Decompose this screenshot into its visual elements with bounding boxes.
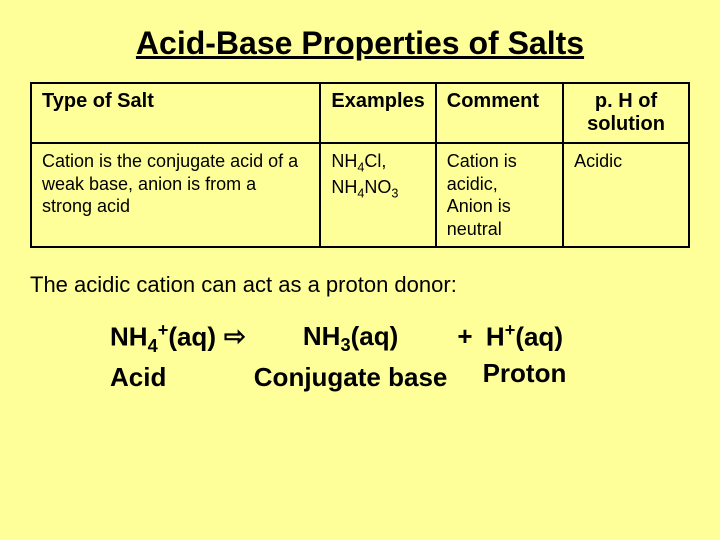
eq-conjugate-base: NH3(aq) Conjugate base bbox=[254, 318, 448, 396]
header-ph: p. H of solution bbox=[563, 83, 689, 143]
equation: NH4+(aq) Acid ⇨ NH3(aq) Conjugate base +… bbox=[110, 318, 690, 396]
slide-title: Acid-Base Properties of Salts bbox=[30, 25, 690, 62]
table-row: Cation is the conjugate acid of a weak b… bbox=[31, 143, 689, 247]
cell-examples: NH4Cl, NH4NO3 bbox=[320, 143, 435, 247]
plus-sign: + bbox=[447, 318, 482, 396]
eq-acid: NH4+(aq) Acid bbox=[110, 318, 216, 396]
salt-table: Type of Salt Examples Comment p. H of so… bbox=[30, 82, 690, 248]
cell-comment: Cation is acidic, Anion is neutral bbox=[436, 143, 563, 247]
cell-type: Cation is the conjugate acid of a weak b… bbox=[31, 143, 320, 247]
table-header-row: Type of Salt Examples Comment p. H of so… bbox=[31, 83, 689, 143]
arrow-icon: ⇨ bbox=[216, 318, 254, 396]
header-type: Type of Salt bbox=[31, 83, 320, 143]
label-proton: Proton bbox=[483, 355, 567, 391]
label-conjugate-base: Conjugate base bbox=[254, 359, 448, 395]
body-text: The acidic cation can act as a proton do… bbox=[30, 272, 690, 298]
header-examples: Examples bbox=[320, 83, 435, 143]
header-comment: Comment bbox=[436, 83, 563, 143]
label-acid: Acid bbox=[110, 359, 166, 395]
eq-proton: H+(aq) Proton bbox=[483, 318, 567, 396]
cell-ph: Acidic bbox=[563, 143, 689, 247]
